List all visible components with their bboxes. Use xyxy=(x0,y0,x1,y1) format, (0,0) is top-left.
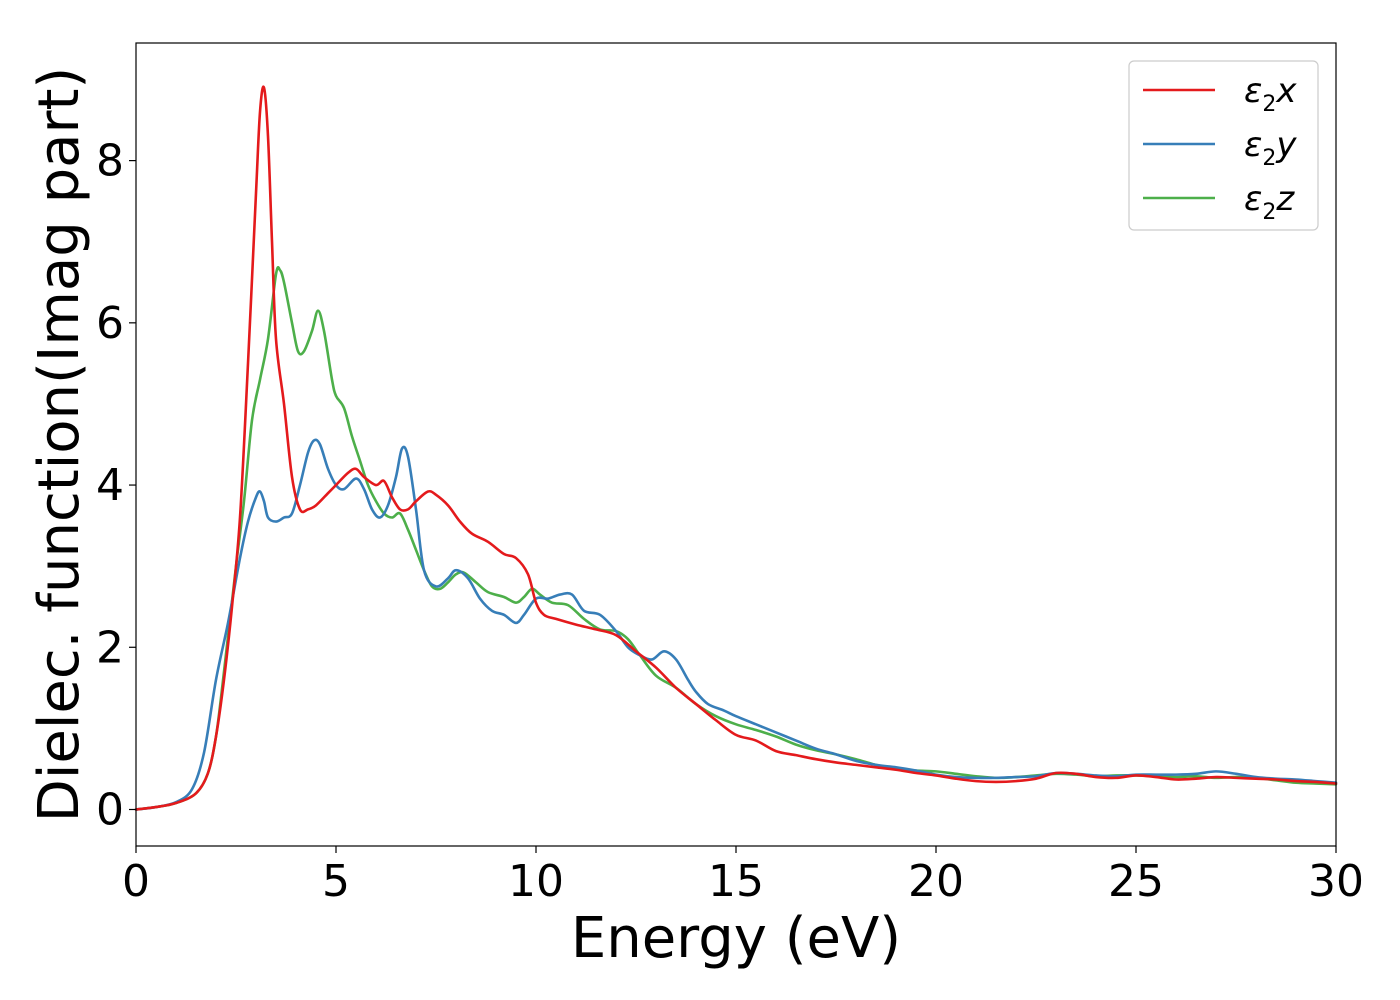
series-line-x xyxy=(134,85,1338,811)
y-tick-label: 6 xyxy=(96,298,124,349)
legend-label-z: ε2z xyxy=(1244,179,1295,225)
series-line-y xyxy=(134,438,1338,811)
y-tick-label: 2 xyxy=(96,622,124,673)
x-tick-label: 10 xyxy=(508,856,564,907)
legend-label-y: ε2y xyxy=(1244,125,1297,171)
y-tick-label: 8 xyxy=(96,136,124,187)
x-tick-label: 30 xyxy=(1308,856,1364,907)
series-layer xyxy=(134,85,1338,811)
x-tick-label: 15 xyxy=(708,856,764,907)
legend: ε2x ε2y ε2z xyxy=(1128,60,1319,231)
y-axis-title: Dielec. function(Imag part) xyxy=(27,67,92,823)
legend-label-x: ε2x xyxy=(1244,71,1297,117)
x-tick-label: 5 xyxy=(322,856,350,907)
x-axis-ticks: 0 5 10 15 20 25 30 xyxy=(122,846,1364,907)
y-axis-ticks: 0 2 4 6 8 xyxy=(96,136,136,836)
series-line-z xyxy=(134,266,1338,811)
y-tick-label: 0 xyxy=(96,785,124,836)
x-tick-label: 20 xyxy=(908,856,964,907)
legend-box xyxy=(1128,60,1319,231)
x-tick-label: 0 xyxy=(122,856,150,907)
x-axis-title: Energy (eV) xyxy=(571,906,901,971)
y-tick-label: 4 xyxy=(96,460,124,511)
x-tick-label: 25 xyxy=(1108,856,1164,907)
